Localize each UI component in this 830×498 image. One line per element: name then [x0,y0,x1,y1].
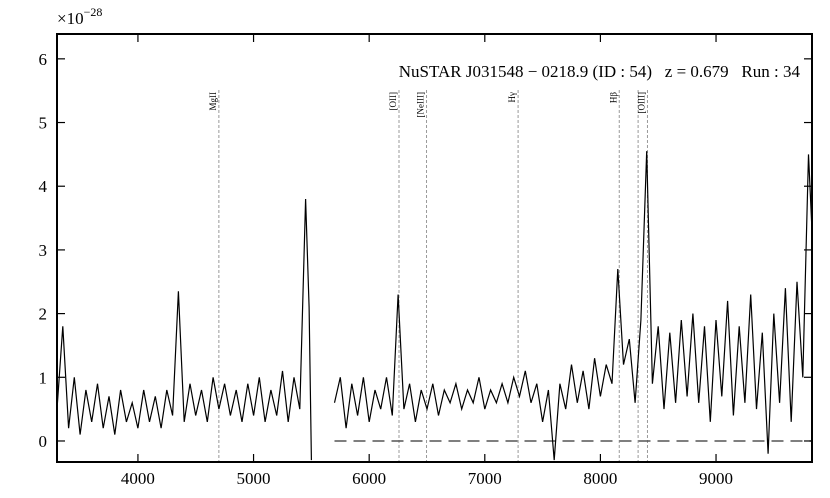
multiplier-base: ×10 [57,9,84,28]
line-label: [OII] [388,92,398,111]
line-label: Hγ [507,92,517,102]
x-tick-label: 9000 [699,469,733,488]
y-tick-label: 2 [39,305,48,324]
line-label: Hβ [608,92,618,103]
multiplier-exponent: −28 [84,5,103,19]
annotation: NuSTAR J031548 − 0218.9 (ID : 54) z = 0.… [399,62,801,81]
y-tick-label: 6 [39,50,48,69]
x-tick-label: 4000 [121,469,155,488]
y-tick-label: 5 [39,114,48,133]
y-tick-label: 1 [39,368,48,387]
y-tick-label: 3 [39,241,48,260]
plot-frame [56,33,813,463]
x-tick-label: 6000 [352,469,386,488]
x-tick-label: 5000 [237,469,271,488]
spectrum-line [56,151,813,461]
x-tick-label: 8000 [583,469,617,488]
y-tick-label: 0 [39,432,48,451]
line-label: [NeIII] [416,92,426,117]
y-multiplier: ×10−28 [57,5,102,28]
line-label: MgII [208,92,218,111]
y-tick-label: 4 [39,177,48,196]
line-label: [OIII] [636,92,646,114]
x-tick-label: 7000 [468,469,502,488]
